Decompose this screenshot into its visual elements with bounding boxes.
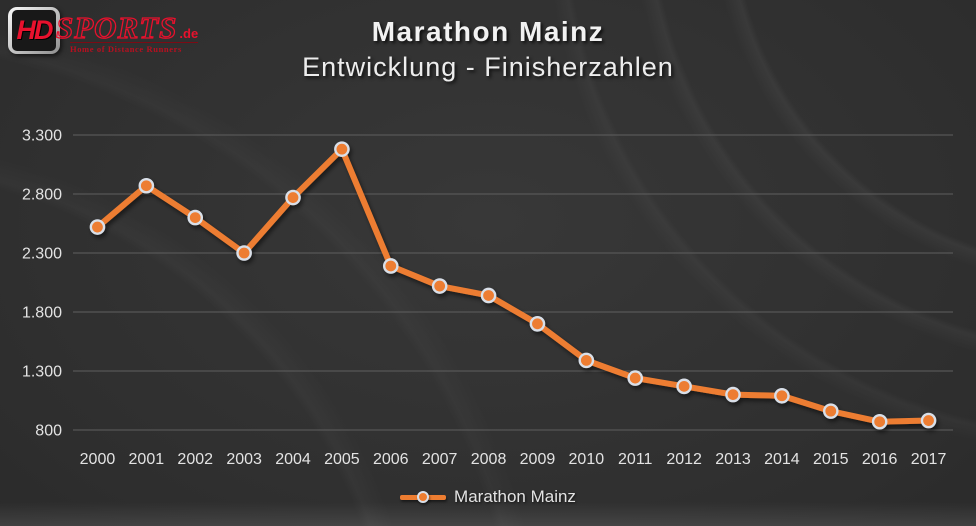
data-point-2002	[187, 209, 204, 226]
data-point-2007	[431, 278, 448, 294]
data-point-2003	[236, 245, 252, 261]
x-axis-tick-label: 2012	[666, 451, 702, 468]
data-point-2010	[578, 352, 595, 369]
x-axis-tick-label: 2013	[715, 451, 751, 468]
data-point-2017	[920, 412, 937, 429]
logo-hd-text: HD	[16, 15, 54, 45]
chart-title: Marathon Mainz	[371, 16, 605, 47]
x-axis-tick-label: 2009	[520, 451, 556, 468]
hdsports-logo: HD SPORTS .de Home of Distance Runners	[8, 7, 199, 54]
data-point-2009	[529, 315, 546, 332]
logo-de-suffix: .de	[179, 26, 199, 41]
data-point-2013	[725, 386, 741, 403]
x-axis-tick-label: 2000	[80, 451, 116, 468]
x-axis-tick-label: 2015	[813, 451, 849, 468]
data-point-2014	[774, 387, 790, 404]
x-axis-tick-label: 2001	[129, 451, 165, 468]
logo-wordmark: SPORTS .de Home of Distance Runners	[55, 7, 199, 54]
x-axis-tick-label: 2003	[226, 451, 262, 468]
y-axis-tick-label: 2.800	[22, 187, 62, 204]
legend-line-marker-icon	[400, 491, 447, 503]
logo-screen-shape: HD	[8, 7, 60, 54]
chart-subtitle: Entwicklung - Finisherzahlen	[302, 52, 674, 82]
x-axis-tick-label: 2010	[569, 451, 605, 468]
data-point-2000	[89, 219, 106, 235]
y-axis-tick-label: 2.300	[22, 246, 62, 263]
data-point-2012	[676, 378, 692, 395]
data-point-2011	[627, 370, 644, 386]
data-point-2001	[138, 177, 155, 194]
data-point-2016	[871, 413, 888, 430]
data-point-2004	[285, 189, 301, 206]
chart-legend: Marathon Mainz	[0, 486, 976, 508]
y-axis-tick-label: 1.300	[22, 364, 62, 381]
logo-tagline: Home of Distance Runners	[70, 41, 199, 54]
x-axis-tick-label: 2006	[373, 451, 409, 468]
data-point-2005	[334, 141, 350, 157]
y-axis-tick-label: 3.300	[22, 128, 62, 145]
x-axis-tick-label: 2017	[911, 451, 947, 468]
legend-series-label: Marathon Mainz	[454, 487, 576, 506]
series-marathon-mainz	[89, 141, 937, 430]
data-point-2008	[480, 287, 497, 304]
x-axis-tick-label: 2016	[862, 451, 898, 468]
series-line	[94, 146, 932, 425]
x-axis-tick-label: 2008	[471, 451, 507, 468]
x-axis-tick-label: 2014	[764, 451, 800, 468]
x-axis-tick-label: 2002	[177, 451, 213, 468]
x-axis-tick-label: 2004	[275, 451, 311, 468]
data-point-2006	[382, 258, 399, 274]
x-axis-tick-label: 2007	[422, 451, 458, 468]
chart-title-block: Marathon Mainz Entwicklung - Finisherzah…	[0, 16, 976, 83]
x-axis-tick-label: 2005	[324, 451, 360, 468]
logo-screen-inner: HD	[12, 10, 56, 51]
x-axis-tick-label: 2011	[618, 451, 653, 468]
logo-sports-text: SPORTS	[55, 10, 178, 45]
y-axis-tick-label: 1.800	[22, 305, 62, 322]
y-axis-tick-label: 800	[35, 423, 62, 440]
data-point-2015	[822, 403, 839, 419]
legend-point-marker-icon	[417, 491, 430, 503]
